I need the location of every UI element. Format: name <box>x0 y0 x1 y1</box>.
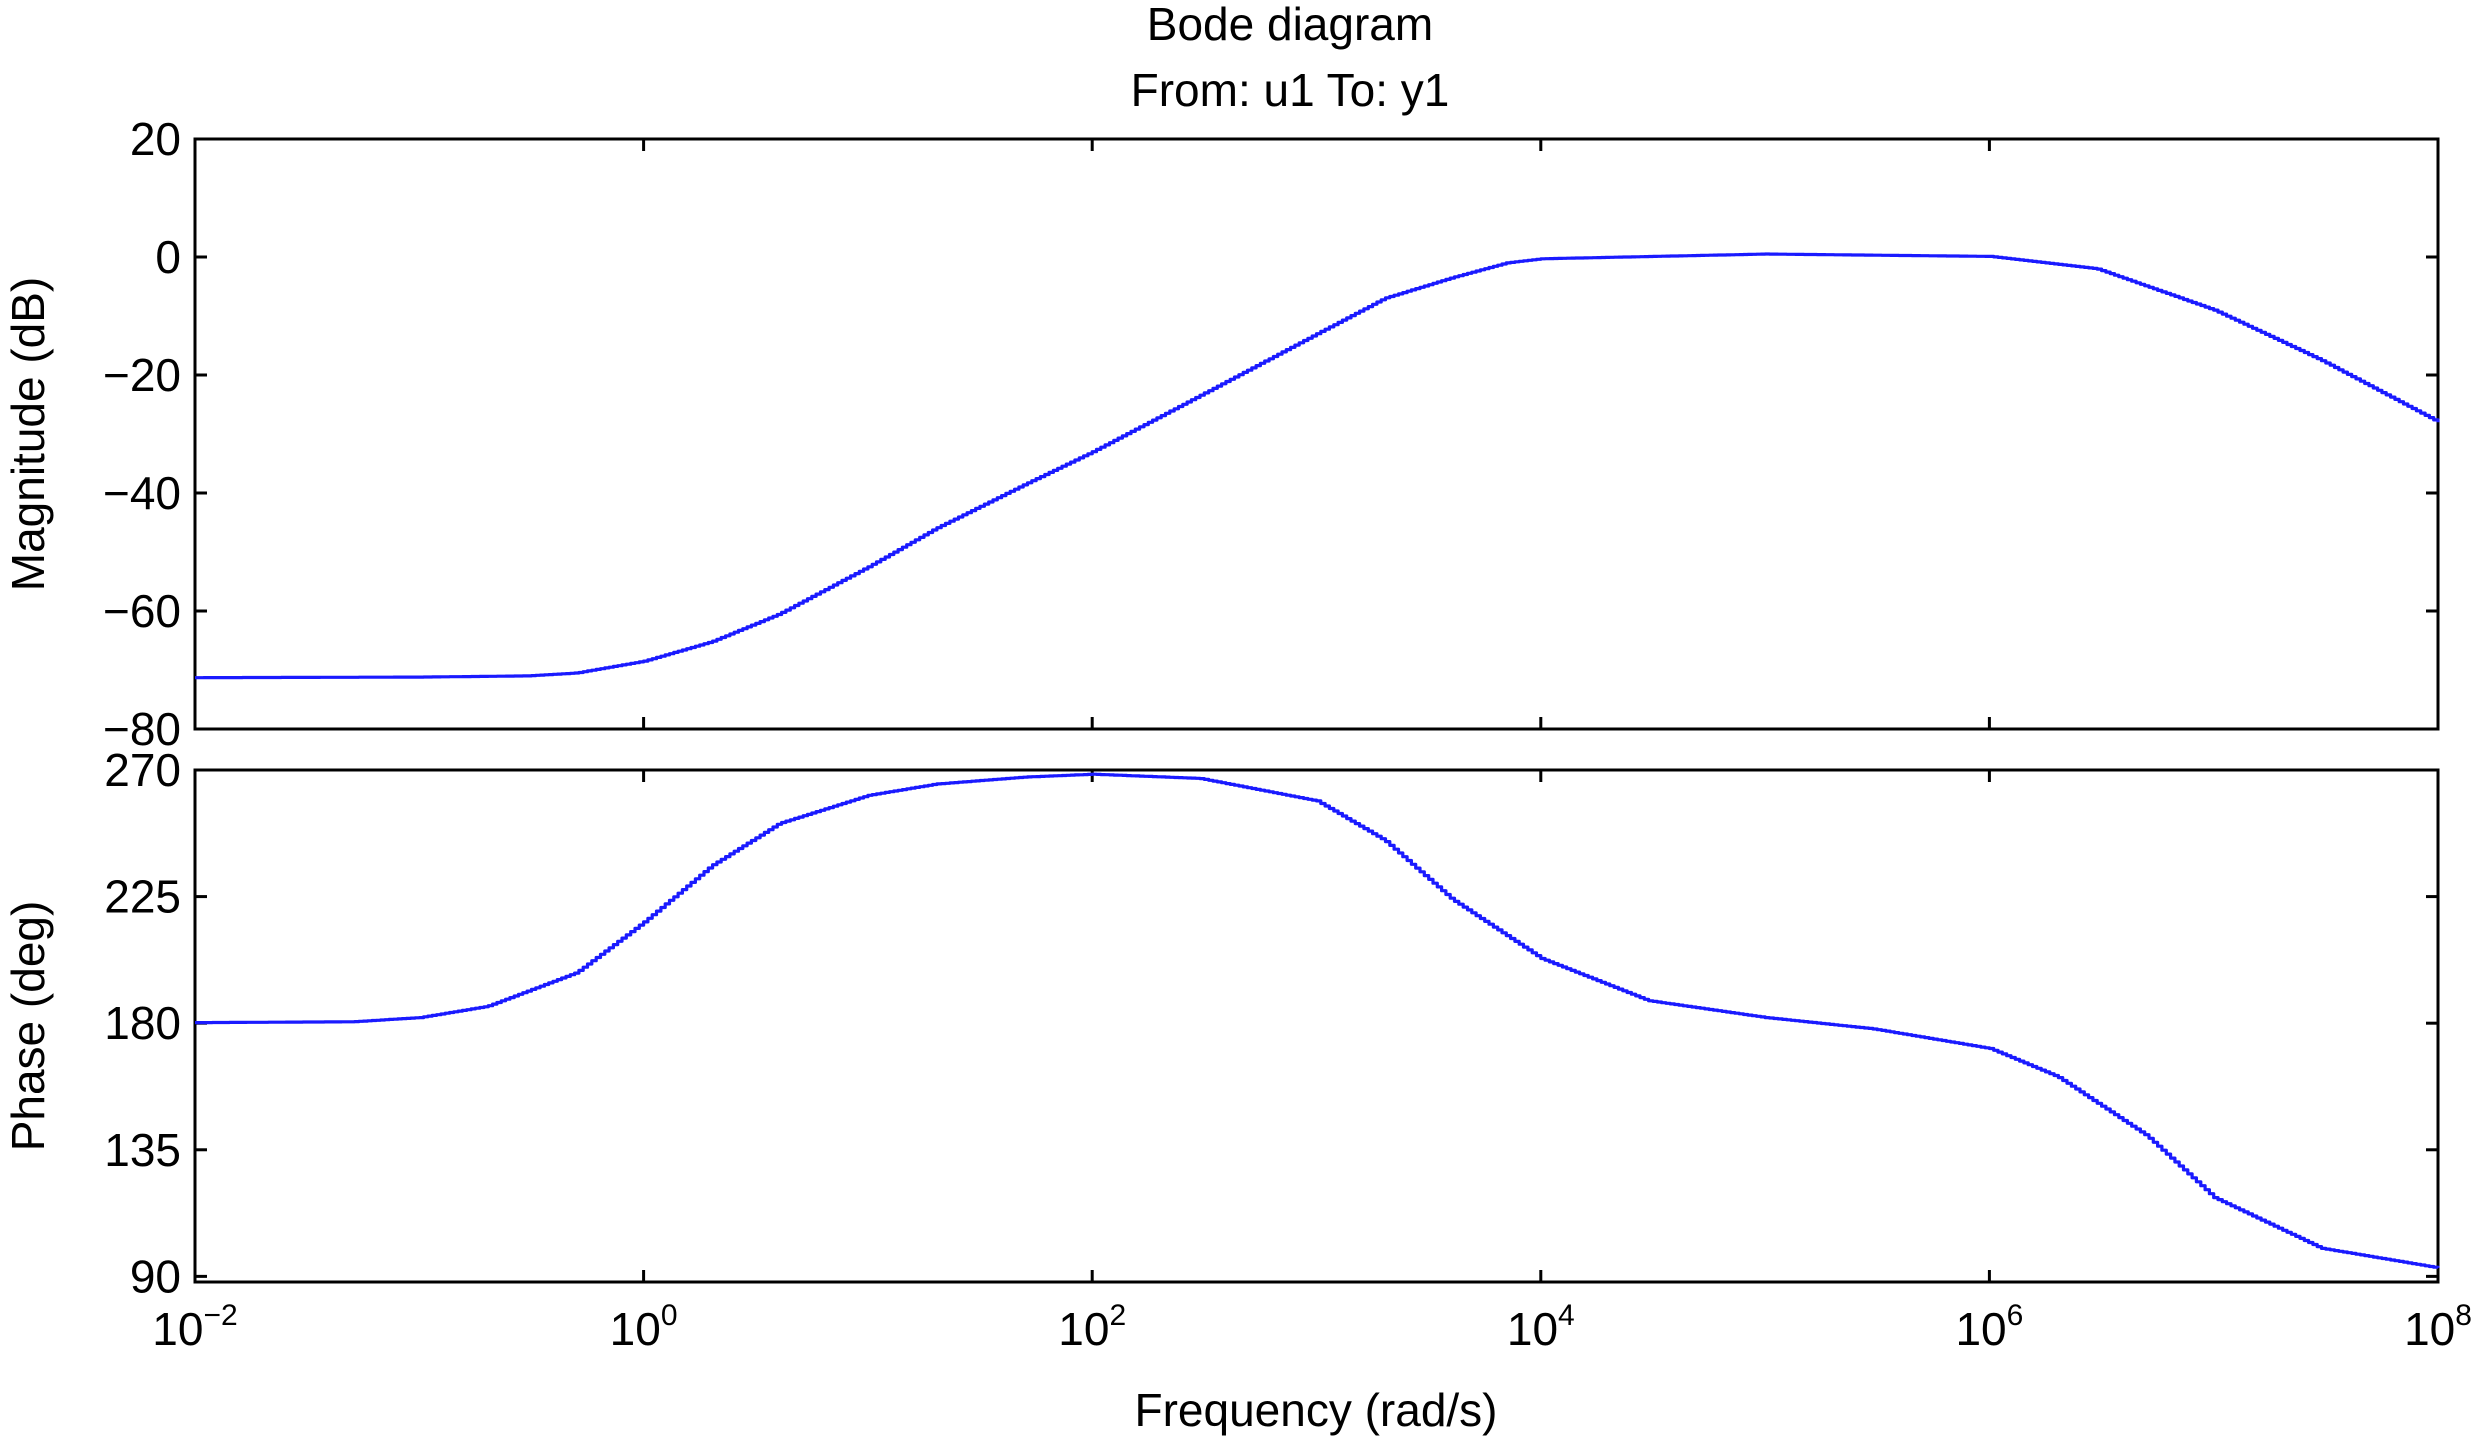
xtick-exponent: 6 <box>2007 1299 2024 1332</box>
magnitude-y-axis-label: Magnitude (dB) <box>2 277 54 592</box>
xtick-exponent: 2 <box>1109 1299 1126 1332</box>
frequency-xtick-label: 102 <box>1058 1299 1126 1355</box>
xtick-base: 10 <box>610 1303 661 1355</box>
xtick-base: 10 <box>2404 1303 2455 1355</box>
magnitude-ytick-label: 0 <box>155 231 181 283</box>
magnitude-y-tick-labels: 20 0 −20 −40 −60 −80 <box>103 113 181 755</box>
phase-ytick-label: 225 <box>104 871 181 923</box>
chart-title: Bode diagram <box>1147 0 1433 50</box>
frequency-x-tick-labels: 10−2 100 102 104 106 108 <box>152 1299 2472 1355</box>
frequency-xtick-label: 104 <box>1507 1299 1575 1355</box>
frequency-xtick-label: 106 <box>1955 1299 2023 1355</box>
magnitude-ytick-label: −60 <box>103 585 181 637</box>
phase-ytick-label: 270 <box>104 744 181 796</box>
magnitude-ytick-label: 20 <box>130 113 181 165</box>
xtick-exponent: 4 <box>1558 1299 1575 1332</box>
frequency-x-axis-label: Frequency (rad/s) <box>1134 1384 1497 1436</box>
phase-ytick-label: 180 <box>104 997 181 1049</box>
xtick-base: 10 <box>1507 1303 1558 1355</box>
frequency-xtick-label: 100 <box>610 1299 678 1355</box>
xtick-base: 10 <box>1955 1303 2006 1355</box>
magnitude-ytick-label: −40 <box>103 467 181 519</box>
xtick-exponent: −2 <box>203 1299 237 1332</box>
xtick-exponent: 0 <box>661 1299 678 1332</box>
phase-y-axis-label: Phase (deg) <box>2 901 54 1152</box>
magnitude-ytick-label: −80 <box>103 703 181 755</box>
magnitude-ytick-label: −20 <box>103 349 181 401</box>
phase-ytick-label: 90 <box>130 1250 181 1302</box>
phase-ytick-label: 135 <box>104 1124 181 1176</box>
magnitude-trace <box>195 252 2440 680</box>
xtick-base: 10 <box>152 1303 203 1355</box>
xtick-base: 10 <box>1058 1303 1109 1355</box>
phase-trace <box>195 772 2440 1269</box>
phase-y-tick-labels: 270 225 180 135 90 <box>104 744 181 1302</box>
magnitude-panel: 20 0 −20 −40 −60 −80 Magnitude (dB) <box>2 113 2440 755</box>
phase-plot-frame <box>193 768 2440 1284</box>
phase-ticks <box>193 768 2440 1282</box>
frequency-xtick-label: 10−2 <box>152 1299 237 1355</box>
magnitude-plot-frame <box>193 137 2440 731</box>
frequency-xtick-label: 108 <box>2404 1299 2472 1355</box>
xtick-exponent: 8 <box>2455 1299 2472 1332</box>
chart-subtitle: From: u1 To: y1 <box>1131 64 1450 116</box>
magnitude-ticks <box>193 137 2440 731</box>
